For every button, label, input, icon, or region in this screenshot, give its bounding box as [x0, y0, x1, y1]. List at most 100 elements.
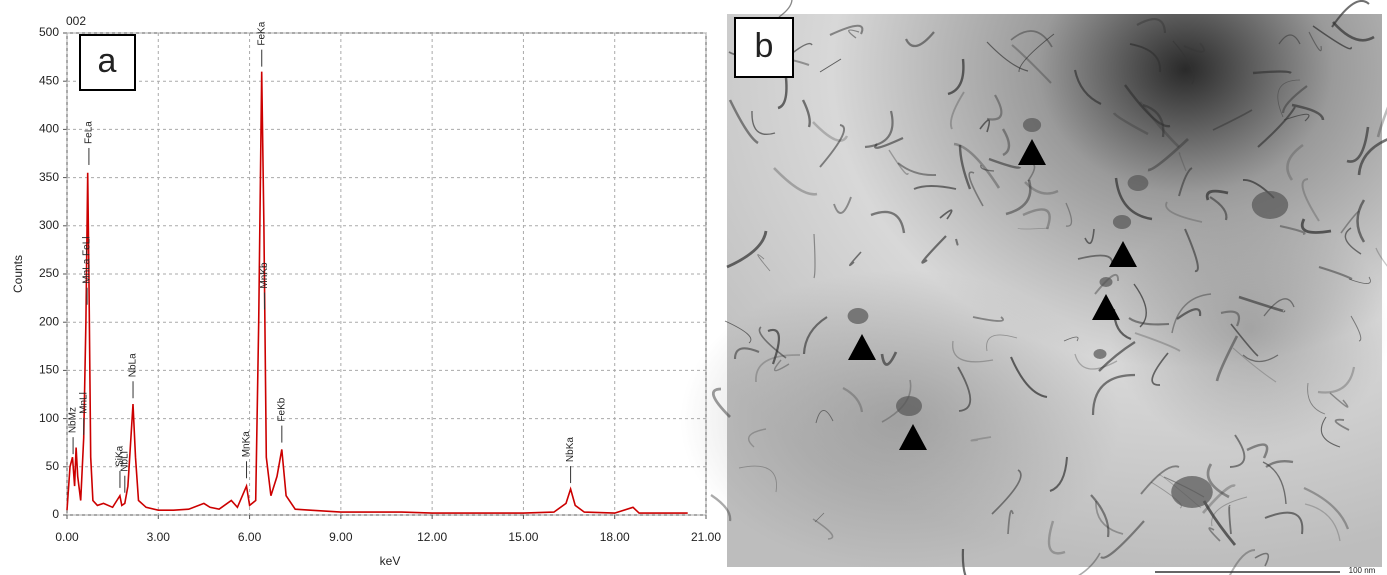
panel-label-box	[79, 34, 136, 91]
dislocation	[819, 124, 845, 168]
peak-label: FeKb	[276, 397, 287, 421]
chart-title: 002	[66, 14, 86, 28]
y-tick-label: 400	[39, 122, 59, 136]
x-tick-label: 15.00	[508, 530, 538, 544]
dislocation	[1283, 113, 1310, 122]
y-tick-label: 500	[39, 25, 59, 39]
dislocation	[970, 436, 992, 442]
peak-label: NbLa	[128, 353, 139, 377]
dislocation	[1011, 44, 1052, 84]
dislocation	[1232, 347, 1277, 383]
dislocation	[953, 142, 1001, 189]
precipitate	[1251, 191, 1289, 219]
dislocation	[1024, 181, 1059, 195]
x-tick-label: 18.00	[600, 530, 630, 544]
dislocation	[1320, 416, 1341, 448]
dislocation	[1140, 465, 1180, 495]
dislocation	[1001, 128, 1011, 157]
dislocation	[968, 171, 984, 207]
dislocation	[1129, 43, 1161, 73]
dislocation	[1278, 34, 1301, 45]
dislocation	[711, 387, 731, 418]
dislocation	[1147, 137, 1189, 172]
dislocation	[728, 99, 759, 145]
dislocation	[1094, 273, 1119, 295]
dislocation	[986, 334, 1018, 352]
spectrum-line	[66, 71, 688, 514]
dislocation	[801, 99, 811, 128]
dislocation	[1065, 202, 1073, 227]
dislocation	[1318, 265, 1353, 280]
dislocation	[972, 316, 1004, 322]
dislocation	[1307, 382, 1326, 415]
dislocation	[738, 465, 777, 493]
dislocation	[848, 29, 860, 39]
dislocation	[1178, 152, 1187, 172]
panel-label: a	[98, 42, 117, 80]
plot-area: 0 50 100 150 200 250 300 350 400 450 500 0.00 3.00 6.…	[39, 21, 721, 544]
dislocation	[1073, 69, 1102, 105]
dislocation	[1124, 84, 1171, 128]
peak-label: FeKa	[256, 21, 267, 45]
dislocation	[961, 548, 967, 575]
arrowhead	[1109, 241, 1137, 267]
dislocation	[897, 162, 937, 176]
dislocation	[1176, 308, 1202, 320]
dislocation	[1209, 196, 1228, 221]
peak-label: SiKa	[115, 445, 126, 467]
y-tick-label: 150	[39, 363, 59, 377]
dislocation	[755, 354, 801, 383]
dislocation	[1201, 484, 1236, 514]
dislocation	[957, 366, 972, 412]
dislocation	[986, 41, 1029, 72]
dislocation	[986, 94, 1003, 121]
dislocation	[921, 235, 947, 264]
y-tick-label: 100	[39, 411, 59, 425]
y-tick-label: 450	[39, 73, 59, 87]
dislocation	[733, 347, 760, 360]
dislocation	[1007, 509, 1014, 535]
dislocation	[1277, 79, 1301, 118]
y-tick-label: 50	[46, 459, 60, 473]
dislocation	[1252, 70, 1292, 75]
dislocation	[1334, 418, 1350, 431]
scale-bar-label: 100 nm	[1349, 566, 1376, 575]
dislocation	[1265, 460, 1294, 468]
dislocation	[1331, 0, 1370, 28]
dislocation	[1017, 227, 1050, 230]
dislocation	[979, 119, 991, 133]
dislocation	[724, 320, 752, 344]
dislocation	[833, 196, 852, 214]
dislocation	[758, 326, 787, 359]
dislocation	[1344, 227, 1362, 255]
dislocation	[1229, 434, 1246, 468]
dislocation	[1215, 335, 1239, 382]
dislocation	[1022, 208, 1051, 230]
dislocation	[988, 157, 1022, 169]
dislocation	[1047, 520, 1066, 555]
dislocation	[1183, 42, 1205, 53]
dislocation	[1063, 336, 1079, 342]
peak-label: MnKb	[259, 262, 270, 289]
dislocation	[1257, 106, 1296, 148]
dislocation	[954, 238, 959, 246]
precipitate	[896, 396, 922, 416]
dislocation	[1128, 317, 1170, 326]
precipitate	[847, 308, 869, 324]
dislocation	[1138, 101, 1180, 148]
precipitate	[1022, 118, 1042, 132]
dislocation	[1228, 549, 1256, 575]
dislocation	[1206, 463, 1230, 499]
dislocation	[778, 0, 793, 18]
dislocation	[1142, 103, 1165, 138]
dislocation	[947, 58, 965, 96]
dislocation	[905, 31, 935, 48]
dislocation	[870, 210, 906, 234]
dislocation	[1165, 201, 1203, 223]
dislocation	[802, 316, 828, 355]
dislocation	[1356, 199, 1366, 243]
arrowhead	[1092, 294, 1120, 320]
dislocation	[1010, 356, 1048, 399]
dislocation	[1262, 461, 1287, 505]
